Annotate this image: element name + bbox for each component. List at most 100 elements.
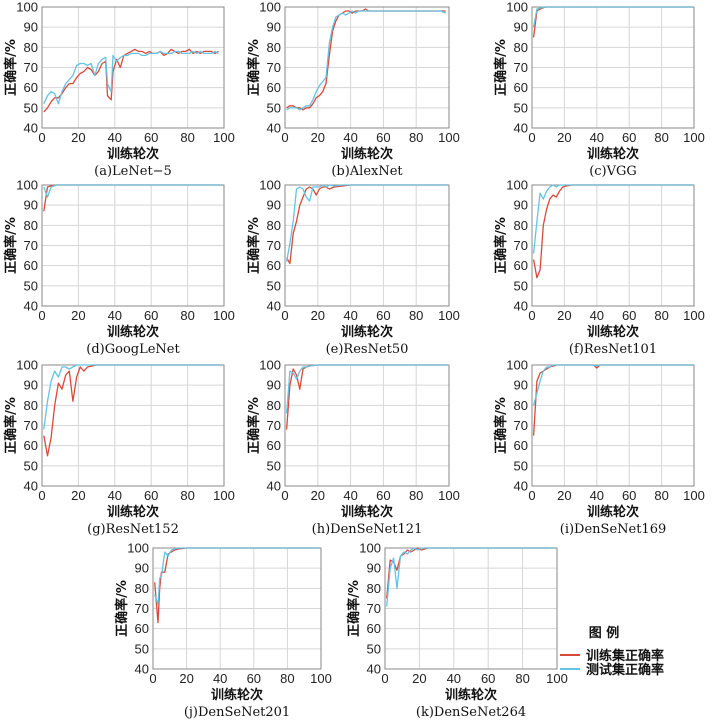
- y-tick-label: 70: [514, 418, 528, 433]
- chart-panel-2: 0 20 40 60 80 100 40 50 60 70 80 90 100 训练轮次 正确率/% (c)V…: [493, 0, 705, 179]
- y-tick-label: 60: [24, 80, 38, 95]
- x-tick-label: 80: [654, 130, 668, 145]
- chart-caption: (g)ResNet152: [87, 522, 179, 537]
- y-axis-label: 正确率/%: [3, 39, 19, 96]
- x-tick-label: 0: [38, 488, 45, 503]
- legend-label-test: 测试集正确率: [586, 662, 664, 678]
- y-tick-label: 100: [359, 541, 381, 556]
- y-tick-label: 60: [267, 438, 281, 453]
- y-tick-label: 90: [24, 20, 38, 35]
- y-tick-label: 90: [267, 20, 281, 35]
- chart-caption: (e)ResNet50: [326, 342, 409, 357]
- y-tick-label: 80: [24, 218, 38, 233]
- x-tick-label: 100: [683, 488, 705, 503]
- y-tick-label: 40: [267, 299, 281, 314]
- x-tick-label: 80: [409, 308, 423, 323]
- x-tick-label: 40: [108, 130, 122, 145]
- y-tick-label: 60: [367, 621, 381, 636]
- y-tick-label: 40: [24, 121, 38, 136]
- y-tick-label: 70: [135, 601, 149, 616]
- chart-panel-8: 0 20 40 60 80 100 40 50 60 70 80 90 100 训练轮次 正确率/% (i)D…: [493, 358, 705, 538]
- series-line-test: [285, 364, 448, 414]
- series-line-test: [43, 364, 223, 430]
- y-tick-label: 90: [24, 378, 38, 393]
- y-tick-label: 40: [267, 121, 281, 136]
- series-line-test: [43, 184, 223, 198]
- y-tick-label: 40: [514, 479, 528, 494]
- y-tick-label: 100: [506, 178, 528, 193]
- x-tick-label: 20: [557, 130, 571, 145]
- y-axis-label: 正确率/%: [346, 580, 362, 637]
- y-tick-label: 40: [24, 479, 38, 494]
- x-axis-label: 训练轮次: [107, 324, 159, 340]
- x-tick-label: 80: [654, 488, 668, 503]
- legend-label-train: 训练集正确率: [586, 648, 664, 664]
- x-tick-label: 80: [180, 130, 194, 145]
- y-tick-label: 50: [24, 278, 38, 293]
- chart-caption: (b)AlexNet: [331, 164, 403, 179]
- y-tick-label: 80: [267, 398, 281, 413]
- y-tick-label: 40: [514, 121, 528, 136]
- series-line-train: [154, 547, 320, 624]
- x-axis-label: 训练轮次: [587, 504, 639, 520]
- y-tick-label: 50: [24, 100, 38, 115]
- x-tick-label: 20: [412, 671, 426, 686]
- x-tick-label: 80: [280, 671, 294, 686]
- x-tick-label: 60: [144, 308, 158, 323]
- y-tick-label: 90: [514, 378, 528, 393]
- y-tick-label: 90: [135, 561, 149, 576]
- chart-panel-5: 0 20 40 60 80 100 40 50 60 70 80 90 100 训练轮次 正确率/% (f)R…: [493, 178, 705, 358]
- x-tick-label: 40: [343, 488, 357, 503]
- x-axis-label: 训练轮次: [341, 324, 393, 340]
- x-tick-label: 80: [515, 671, 529, 686]
- x-tick-label: 100: [683, 130, 705, 145]
- chart-caption: (a)LeNet−5: [94, 164, 172, 179]
- y-tick-label: 60: [267, 80, 281, 95]
- y-tick-label: 40: [267, 479, 281, 494]
- x-tick-label: 100: [438, 308, 460, 323]
- y-tick-label: 90: [367, 561, 381, 576]
- y-tick-label: 50: [514, 278, 528, 293]
- x-tick-label: 0: [528, 130, 535, 145]
- series-line-train: [43, 364, 223, 457]
- y-tick-label: 50: [267, 458, 281, 473]
- y-tick-label: 80: [267, 40, 281, 55]
- chart-caption: (j)DenSeNet201: [184, 705, 290, 720]
- series-line-train: [532, 6, 693, 38]
- x-axis-label: 训练轮次: [107, 504, 159, 520]
- x-tick-label: 60: [247, 671, 261, 686]
- y-tick-label: 50: [24, 458, 38, 473]
- x-tick-label: 0: [281, 488, 288, 503]
- x-tick-label: 80: [654, 308, 668, 323]
- y-tick-label: 80: [135, 581, 149, 596]
- chart-panel-4: 0 20 40 60 80 100 40 50 60 70 80 90 100 训练轮次 正确率/% (e)R…: [246, 178, 460, 358]
- x-axis-label: 训练轮次: [341, 146, 393, 162]
- x-tick-label: 100: [438, 488, 460, 503]
- y-tick-label: 80: [367, 581, 381, 596]
- series-line-test: [286, 10, 446, 111]
- x-tick-label: 0: [38, 308, 45, 323]
- y-tick-label: 100: [506, 0, 528, 15]
- y-tick-label: 60: [24, 258, 38, 273]
- chart-panel-6: 0 20 40 60 80 100 40 50 60 70 80 90 100 训练轮次 正确率/% (g)R…: [3, 358, 235, 538]
- plot-frame: [284, 6, 450, 129]
- x-axis-label: 训练轮次: [587, 146, 639, 162]
- x-tick-label: 0: [528, 308, 535, 323]
- x-tick-label: 20: [311, 488, 325, 503]
- x-tick-label: 20: [557, 308, 571, 323]
- y-tick-label: 90: [514, 198, 528, 213]
- x-tick-label: 20: [71, 130, 85, 145]
- y-tick-label: 70: [367, 601, 381, 616]
- y-tick-label: 50: [267, 100, 281, 115]
- x-tick-label: 0: [149, 671, 156, 686]
- series-line-test: [154, 547, 320, 606]
- y-tick-label: 60: [135, 621, 149, 636]
- y-tick-label: 50: [135, 641, 149, 656]
- chart-panel-3: 0 20 40 60 80 100 40 50 60 70 80 90 100 训练轮次 正确率/% (d)G…: [3, 178, 235, 358]
- y-axis-label: 正确率/%: [3, 397, 19, 454]
- x-tick-label: 60: [376, 130, 390, 145]
- x-tick-label: 100: [213, 130, 235, 145]
- chart-panel-1: 0 20 40 60 80 100 40 50 60 70 80 90 100 训练轮次 正确率/% (b)A…: [246, 0, 460, 179]
- x-tick-label: 0: [381, 671, 388, 686]
